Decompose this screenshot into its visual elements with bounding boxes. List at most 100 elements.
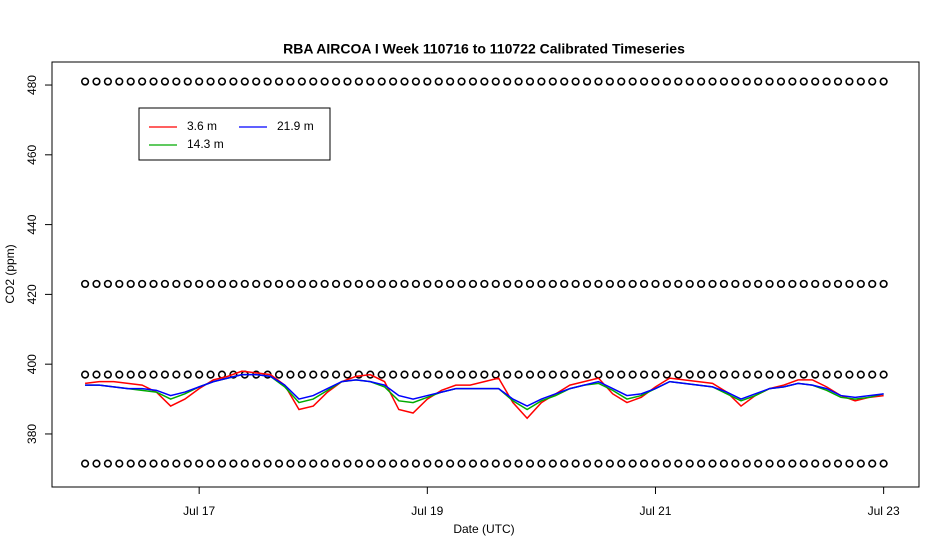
calibration-point <box>172 77 181 86</box>
calibration-point <box>366 77 375 86</box>
calibration-point <box>662 77 671 86</box>
calibration-point <box>742 459 751 468</box>
calibration-point <box>822 77 831 86</box>
calibration-point <box>309 459 318 468</box>
calibration-point <box>446 279 455 289</box>
calibration-point <box>719 279 729 289</box>
calibration-point <box>605 77 614 86</box>
calibration-point <box>126 279 135 289</box>
calibration-point <box>503 370 512 379</box>
series-line <box>84 370 884 420</box>
calibration-point <box>856 370 865 379</box>
calibration-point <box>80 77 90 86</box>
calibration-point <box>366 459 375 468</box>
calibration-point <box>560 77 569 86</box>
calibration-point <box>309 77 318 86</box>
calibration-point <box>206 370 215 379</box>
calibration-point <box>765 279 774 289</box>
calibration-point <box>423 370 432 379</box>
calibration-point <box>799 279 808 289</box>
calibration-point <box>217 279 227 289</box>
calibration-point <box>343 370 352 379</box>
calibration-point <box>799 77 808 86</box>
calibration-point <box>788 370 797 379</box>
calibration-point <box>263 77 272 86</box>
calibration-point <box>411 279 421 289</box>
calibration-point <box>366 279 375 289</box>
calibration-point <box>126 459 135 468</box>
calibration-point <box>183 459 192 468</box>
calibration-point <box>229 279 238 289</box>
calibration-point <box>491 77 500 86</box>
calibration-point <box>525 77 535 86</box>
calibration-point <box>548 370 557 379</box>
calibration-point <box>742 279 751 289</box>
calibration-point <box>172 370 181 379</box>
calibration-point <box>138 370 147 379</box>
calibration-point <box>537 459 546 468</box>
calibration-point <box>138 459 147 468</box>
calibration-point <box>697 279 706 289</box>
calibration-point <box>879 459 888 468</box>
calibration-point <box>309 370 318 379</box>
calibration-point <box>571 279 580 289</box>
calibration-point <box>229 77 238 86</box>
calibration-point <box>354 77 363 86</box>
calibration-point <box>468 279 478 289</box>
calibration-point <box>274 279 284 289</box>
calibration-point <box>274 370 284 379</box>
calibration-point <box>297 279 306 289</box>
calibration-point <box>354 279 363 289</box>
calibration-point <box>388 459 398 468</box>
calibration-point <box>685 459 694 468</box>
calibration-point <box>400 279 409 289</box>
calibration-point <box>92 77 101 86</box>
calibration-point <box>731 77 740 86</box>
calibration-point <box>594 77 603 86</box>
calibration-point <box>708 370 717 379</box>
calibration-point <box>183 279 192 289</box>
calibration-point <box>434 279 443 289</box>
legend-label: 21.9 m <box>277 119 314 133</box>
calibration-point <box>845 279 854 289</box>
calibration-point <box>560 459 569 468</box>
calibration-point <box>195 279 204 289</box>
calibration-point <box>685 279 694 289</box>
calibration-point <box>320 77 329 86</box>
calibration-point <box>468 77 478 86</box>
calibration-point <box>195 77 204 86</box>
chart-title: RBA AIRCOA I Week 110716 to 110722 Calib… <box>283 41 685 57</box>
calibration-point <box>685 370 694 379</box>
calibration-point <box>845 459 854 468</box>
calibration-point <box>149 279 158 289</box>
calibration-point <box>582 370 592 379</box>
calibration-point <box>446 459 455 468</box>
calibration-point <box>822 459 831 468</box>
calibration-point <box>115 77 124 86</box>
calibration-point <box>263 279 272 289</box>
calibration-point <box>103 370 112 379</box>
calibration-point <box>879 279 888 289</box>
calibration-point <box>480 370 489 379</box>
calibration-point <box>331 279 341 289</box>
calibration-point <box>617 279 626 289</box>
x-tick-label: Jul 17 <box>183 504 215 518</box>
calibration-point <box>103 279 112 289</box>
calibration-point <box>822 279 831 289</box>
calibration-point <box>571 459 580 468</box>
calibration-point <box>457 279 466 289</box>
calibration-point <box>446 370 455 379</box>
calibration-point <box>799 459 808 468</box>
calibration-point <box>537 279 546 289</box>
calibration-point <box>252 459 261 468</box>
calibration-point <box>138 77 147 86</box>
calibration-point <box>411 77 421 86</box>
calibration-point <box>149 370 158 379</box>
calibration-point <box>160 459 170 468</box>
calibration-point <box>80 279 90 289</box>
calibration-point <box>868 77 877 86</box>
calibration-point <box>582 459 592 468</box>
calibration-point <box>297 370 306 379</box>
calibration-point <box>674 279 683 289</box>
calibration-point <box>514 279 523 289</box>
